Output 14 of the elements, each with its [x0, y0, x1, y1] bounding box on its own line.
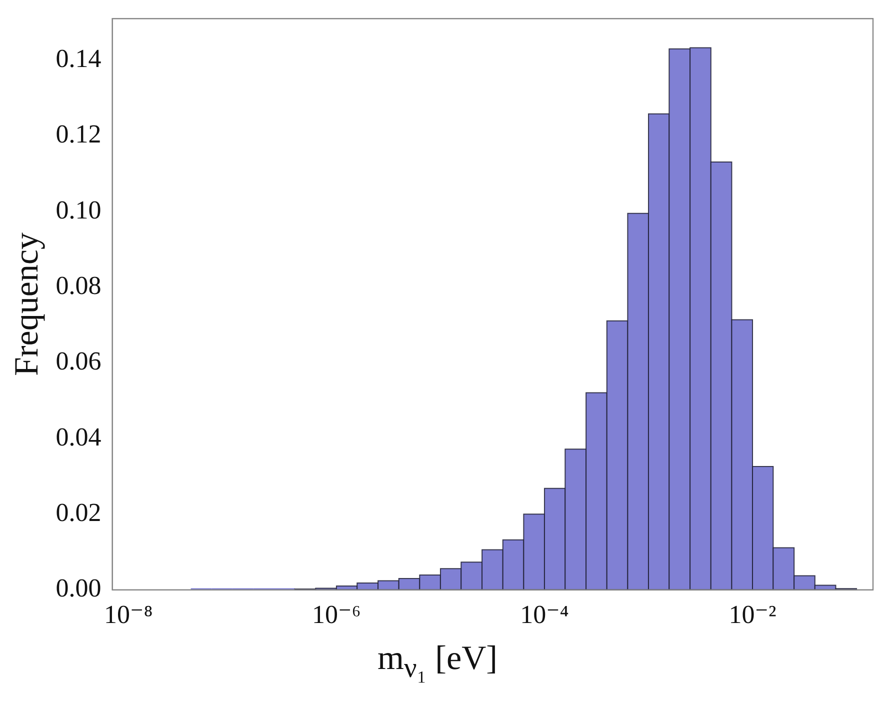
x-tick-label: 10⁻⁶	[312, 600, 361, 630]
y-tick-label: 0.14	[56, 44, 102, 74]
y-tick-label: 0.10	[56, 195, 102, 224]
y-axis-title: Frequency	[8, 232, 46, 376]
y-tick-label: 0.00	[56, 574, 102, 603]
y-tick-label: 0.06	[56, 346, 102, 376]
x-tick-label: 10⁻²	[728, 600, 776, 630]
y-tick-label: 0.04	[56, 422, 102, 452]
x-tick-label: 10⁻⁸	[104, 600, 153, 630]
x-axis-title: m$_{ν₁}$ [eV]	[376, 640, 498, 685]
y-tick-label: 0.08	[56, 271, 102, 300]
y-tick-label: 0.02	[56, 498, 102, 527]
x-tick-label: 10⁻⁴	[520, 600, 569, 630]
y-tick-label: 0.12	[56, 120, 102, 149]
